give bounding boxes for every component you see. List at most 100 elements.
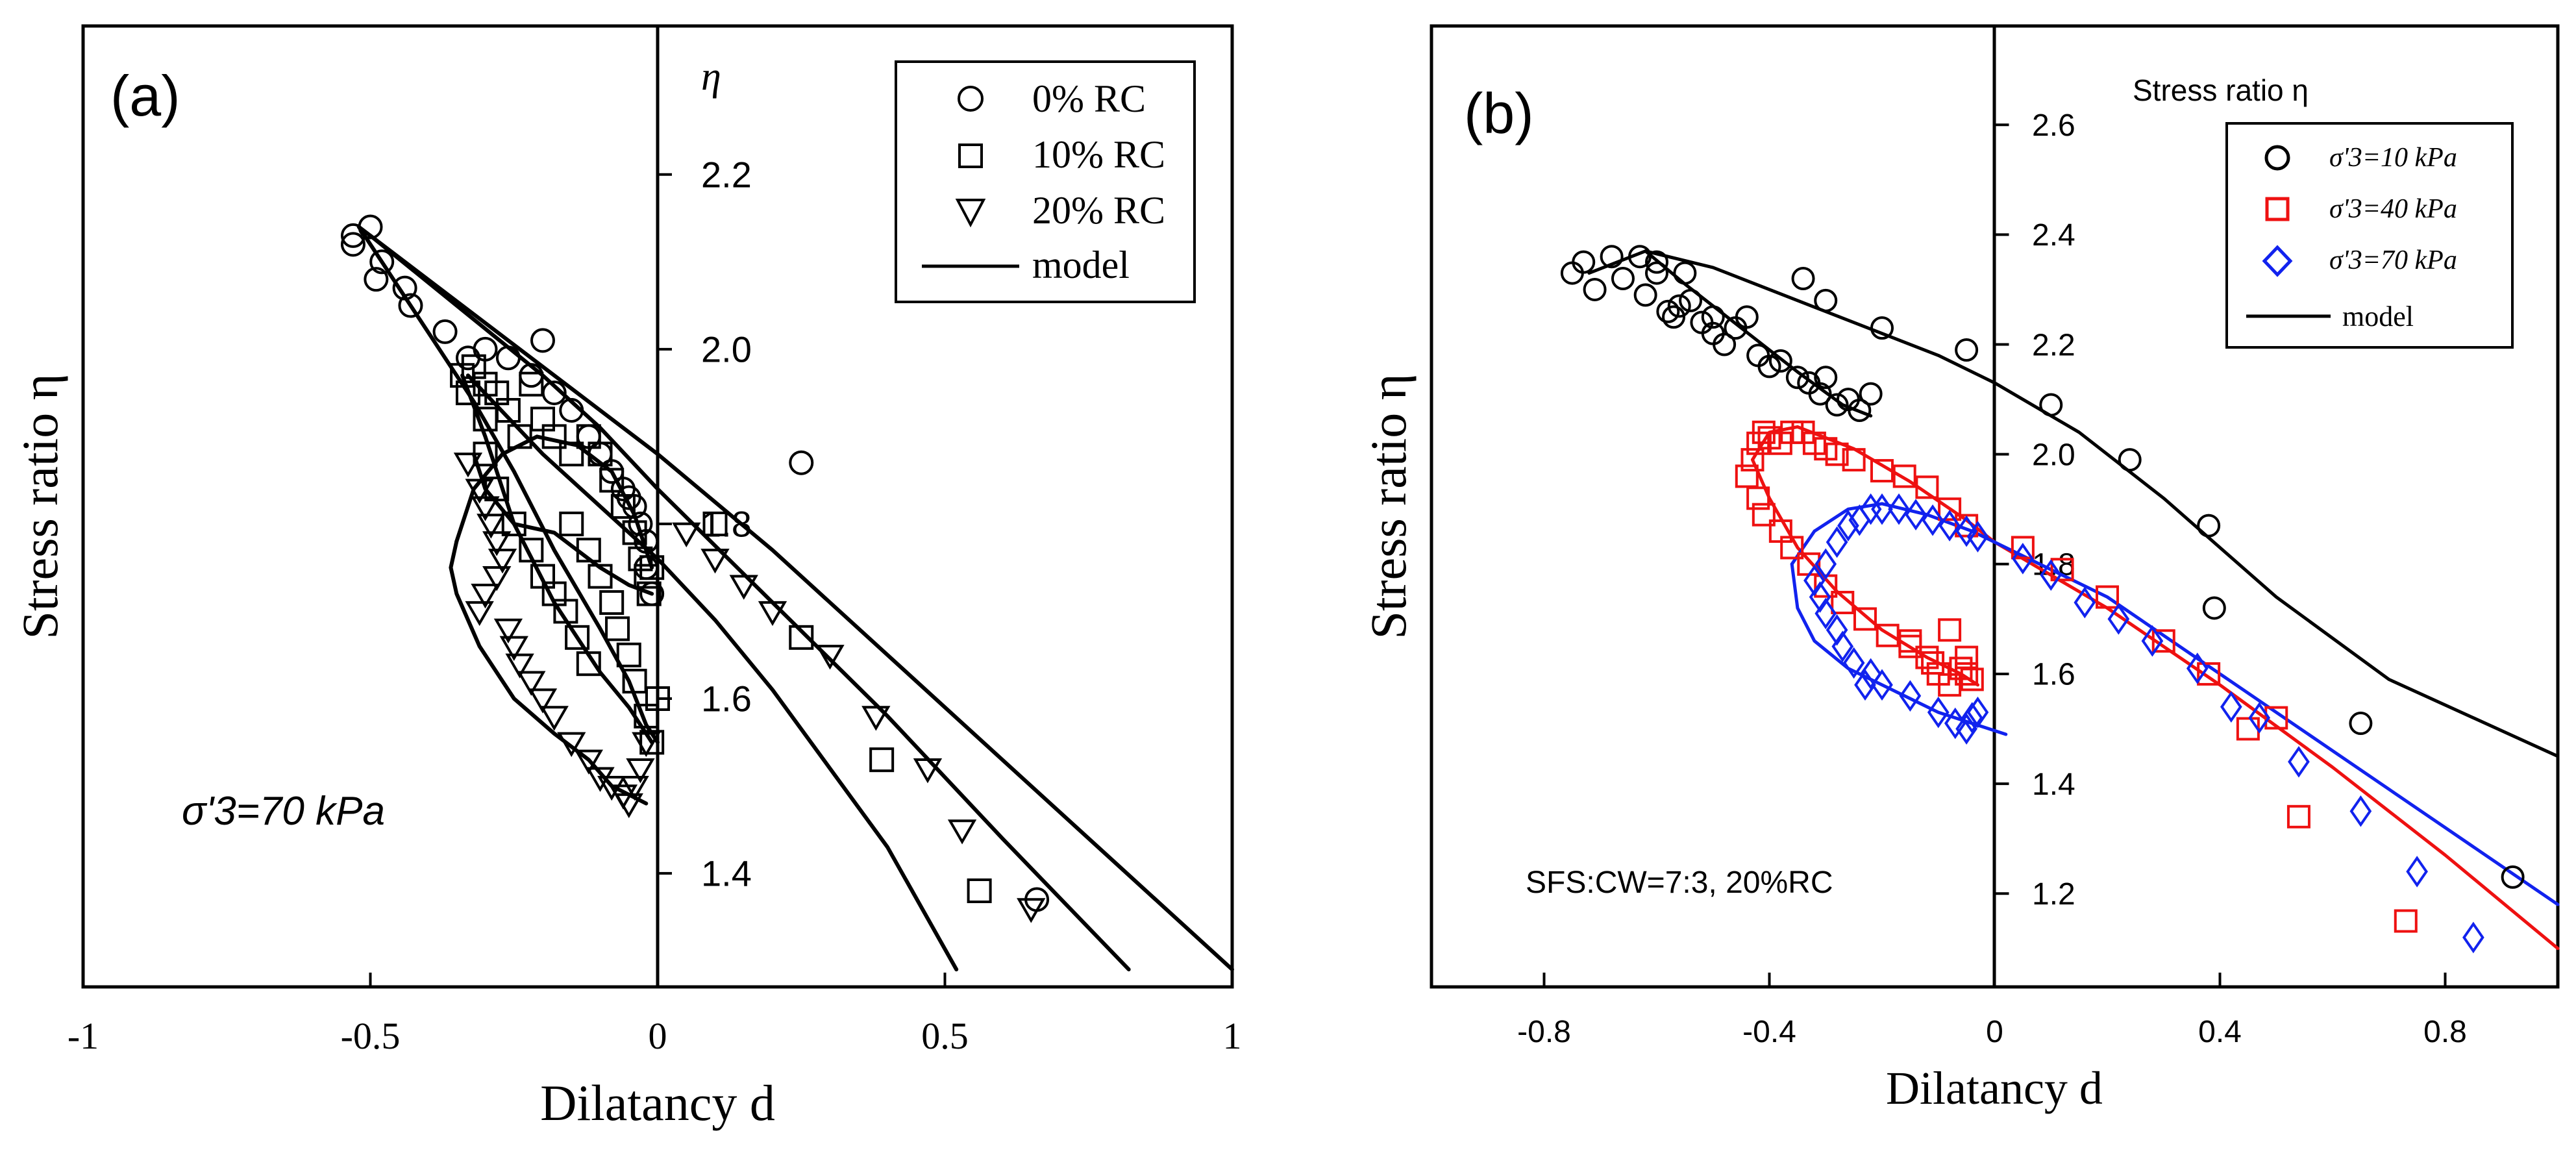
- legend-marker-10kpa: [2264, 145, 2290, 171]
- point-square: [1938, 618, 1962, 642]
- point-circle: [1645, 250, 1668, 274]
- point-triangle-down: [574, 749, 603, 775]
- panel-b: (b) Stress ratio η -0.8 -0.4 0 0.4 0.8 1.2 1.4…: [1360, 24, 2560, 1114]
- x-tick-label: 0: [649, 1015, 667, 1057]
- point-triangle-down: [528, 688, 558, 714]
- model-line-1: [356, 225, 1234, 972]
- point-triangle-down: [586, 767, 615, 792]
- model-line-2: [1644, 249, 1873, 417]
- point-square: [2286, 804, 2310, 828]
- panel-label-a: (a): [110, 64, 180, 128]
- point-circle: [1713, 332, 1737, 356]
- x-axis-label-a: Dilatancy d: [540, 1075, 775, 1131]
- point-circle: [358, 214, 383, 240]
- point-square: [599, 590, 625, 615]
- point-diamond: [1888, 493, 1910, 525]
- point-diamond: [1831, 630, 1854, 662]
- point-triangle-down: [465, 601, 494, 627]
- point-square: [2197, 662, 2221, 686]
- point-triangle-down: [499, 636, 528, 661]
- point-square: [1780, 536, 1804, 560]
- point-square: [519, 538, 544, 563]
- point-triangle-down: [1017, 898, 1046, 923]
- point-square: [1892, 464, 1916, 488]
- y-tick-label: 2.0: [2032, 438, 2075, 472]
- y-tick-label: 2.2: [2032, 328, 2075, 362]
- point-circle: [628, 511, 653, 536]
- point-triangle-down: [471, 583, 500, 609]
- y-tick-label: 1.4: [2032, 767, 2075, 802]
- model-line-5: [460, 373, 654, 745]
- panel-a: (a) η -1 -0.5 0 0.5 11.41.61.82.02.2 Dilatan…: [12, 24, 1242, 1131]
- annotation-b: SFS:CW=7:3, 20%RC: [1526, 865, 1833, 900]
- point-circle: [1600, 245, 1624, 269]
- point-square: [1740, 448, 1765, 472]
- annotation-a: σ'3=70 kPa: [182, 789, 385, 834]
- point-square: [645, 686, 670, 711]
- point-square: [1938, 497, 1962, 521]
- point-triangle-down: [557, 732, 586, 757]
- y-tick-label: 2.2: [701, 154, 752, 195]
- point-square: [576, 651, 601, 677]
- point-square: [588, 442, 613, 467]
- legend-label-model-b: model: [2342, 301, 2414, 332]
- ticks-a: -1 -0.5 0 0.5 11.41.61.82.02.2: [68, 154, 1242, 1057]
- point-square: [869, 747, 895, 773]
- point-square: [1915, 475, 1939, 499]
- point-triangle-down: [947, 819, 977, 845]
- point-diamond: [1859, 493, 1882, 525]
- model-line-3: [465, 373, 959, 972]
- point-square: [616, 642, 641, 667]
- point-square: [636, 581, 662, 606]
- point-triangle-down: [453, 453, 483, 478]
- point-triangle-down: [493, 618, 523, 644]
- y-tick-label: 2.0: [701, 329, 752, 369]
- point-circle: [789, 450, 814, 475]
- y-tick-label: 1.2: [2032, 877, 2075, 912]
- point-square: [1955, 662, 1979, 686]
- point-diamond: [1899, 680, 1922, 712]
- point-triangle-down: [632, 732, 661, 757]
- point-circle: [1701, 305, 1725, 329]
- point-square: [2394, 909, 2418, 933]
- legend-label-model-a: model: [1032, 243, 1130, 286]
- point-square: [2011, 536, 2035, 560]
- point-square: [622, 669, 647, 694]
- point-diamond: [1854, 669, 1876, 701]
- point-diamond: [2288, 745, 2310, 778]
- point-square: [1746, 486, 1770, 510]
- point-diamond: [2107, 603, 2130, 635]
- model-line-5: [1790, 502, 2560, 906]
- y-axis-label-b: Stress ratio η: [1360, 373, 1417, 639]
- model-lines-a: [356, 225, 1234, 972]
- point-circle: [1679, 288, 1703, 312]
- legend-label-20rc: 20% RC: [1032, 189, 1165, 232]
- point-circle: [1808, 382, 1832, 406]
- point-circle: [1870, 316, 1894, 340]
- legend-marker-circle: [958, 86, 984, 112]
- point-triangle-down: [815, 645, 845, 670]
- point-diamond: [1938, 510, 1961, 541]
- point-diamond: [2141, 625, 2164, 657]
- point-square: [1921, 651, 1945, 675]
- point-diamond: [1826, 526, 1848, 558]
- x-tick-label: 1: [1223, 1015, 1242, 1057]
- point-square: [559, 442, 584, 467]
- point-triangle-down: [471, 496, 500, 521]
- point-square: [2096, 585, 2119, 609]
- point-circle: [340, 232, 365, 257]
- point-square: [639, 555, 665, 580]
- point-square: [455, 380, 480, 406]
- point-diamond: [1842, 647, 1865, 679]
- legend-marker-40kpa: [2265, 197, 2290, 221]
- point-circle: [1667, 294, 1691, 318]
- point-square: [1960, 667, 1984, 691]
- point-square: [702, 511, 728, 536]
- point-triangle-down: [539, 706, 569, 731]
- point-diamond: [2462, 921, 2484, 954]
- point-circle: [2349, 712, 2373, 736]
- model-line-7: [449, 539, 649, 806]
- point-square: [1752, 503, 1776, 527]
- legend-label-70kpa: σ'3=70 kPa: [2329, 245, 2457, 275]
